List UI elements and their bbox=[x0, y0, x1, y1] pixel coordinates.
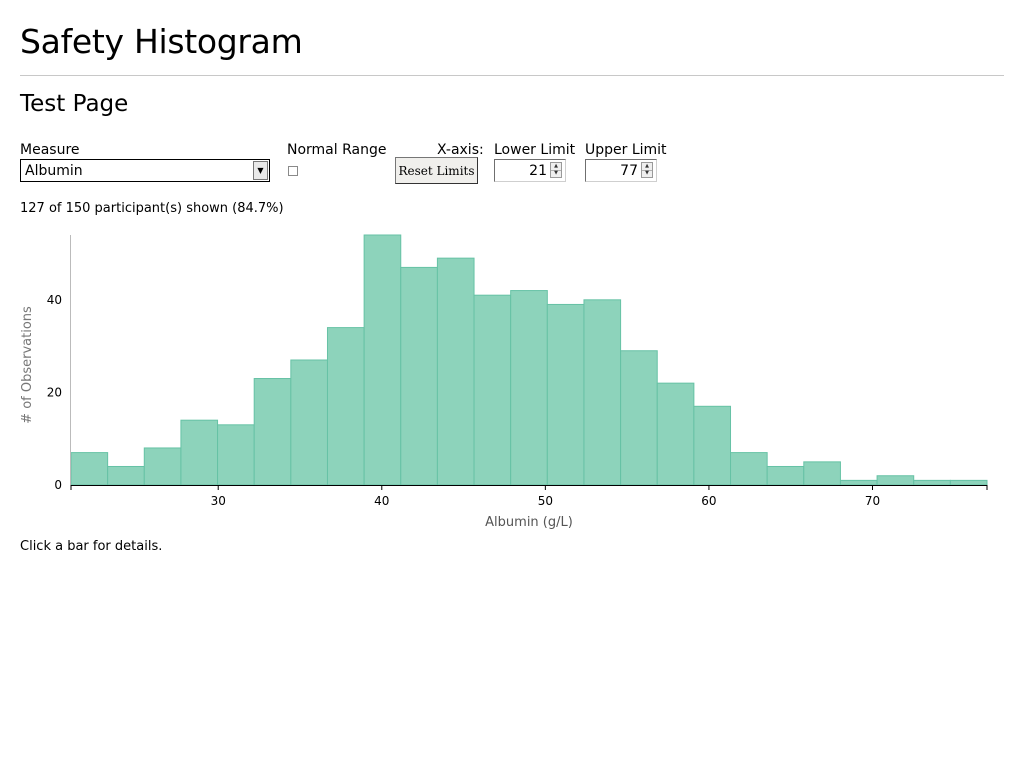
histogram-bar[interactable] bbox=[949, 479, 988, 486]
x-tick-label: 60 bbox=[701, 494, 716, 508]
header-divider bbox=[20, 75, 1004, 76]
measure-select[interactable]: Albumin ▼ bbox=[20, 159, 270, 182]
histogram-bar[interactable] bbox=[143, 447, 182, 486]
normal-range-checkbox[interactable] bbox=[288, 166, 298, 176]
histogram-bar[interactable] bbox=[363, 234, 402, 486]
stepper-down-icon[interactable]: ▼ bbox=[554, 170, 558, 176]
histogram-bar[interactable] bbox=[510, 290, 548, 486]
xaxis-label: X-axis: bbox=[437, 142, 484, 158]
histogram-chart: 30 40 50 60 70 0 20 40 Albumin (g/L) # of Observa… bbox=[20, 234, 988, 530]
histogram-bar[interactable] bbox=[473, 294, 512, 486]
upper-limit-value: 77 bbox=[620, 163, 638, 179]
histogram-bar[interactable] bbox=[400, 266, 438, 486]
histogram-bar[interactable] bbox=[620, 350, 658, 486]
x-tick-label: 30 bbox=[211, 494, 226, 508]
lower-limit-stepper[interactable]: ▲ ▼ bbox=[550, 162, 562, 178]
histogram-bar[interactable] bbox=[730, 452, 768, 486]
stepper-down-icon[interactable]: ▼ bbox=[645, 170, 649, 176]
chart-hint: Click a bar for details. bbox=[20, 539, 163, 554]
y-tick-label: 40 bbox=[47, 293, 62, 307]
histogram-bar[interactable] bbox=[326, 327, 365, 486]
histogram-bar[interactable] bbox=[583, 299, 622, 486]
lower-limit-input[interactable]: 21 ▲ ▼ bbox=[494, 159, 566, 182]
lower-limit-label: Lower Limit bbox=[494, 142, 576, 158]
y-tick-label: 0 bbox=[54, 478, 62, 492]
histogram-bar[interactable] bbox=[766, 465, 805, 486]
x-tick-label: 70 bbox=[865, 494, 880, 508]
histogram-bar[interactable] bbox=[876, 475, 915, 486]
histogram-bar[interactable] bbox=[693, 405, 732, 486]
x-tick-label: 40 bbox=[374, 494, 389, 508]
participant-count: 127 of 150 participant(s) shown (84.7%) bbox=[20, 201, 284, 216]
histogram-bar[interactable] bbox=[913, 479, 951, 486]
chevron-down-icon[interactable]: ▼ bbox=[253, 161, 268, 180]
upper-limit-input[interactable]: 77 ▲ ▼ bbox=[585, 159, 657, 182]
normal-range-label: Normal Range bbox=[287, 142, 387, 158]
y-axis-label: # of Observations bbox=[20, 306, 35, 424]
histogram-bar[interactable] bbox=[656, 382, 695, 486]
histogram-bar[interactable] bbox=[839, 479, 878, 486]
histogram-bar[interactable] bbox=[107, 465, 145, 486]
stepper-up-icon[interactable]: ▲ bbox=[642, 163, 652, 171]
histogram-bar[interactable] bbox=[803, 461, 841, 486]
stepper-up-icon[interactable]: ▲ bbox=[551, 163, 561, 171]
page-title: Safety Histogram bbox=[20, 22, 303, 61]
histogram-bar[interactable] bbox=[546, 303, 585, 486]
histogram-bar[interactable] bbox=[253, 378, 292, 486]
reset-limits-button[interactable]: Reset Limits bbox=[395, 157, 478, 184]
upper-limit-label: Upper Limit bbox=[585, 142, 667, 158]
measure-select-value: Albumin bbox=[25, 163, 83, 179]
histogram-bar[interactable] bbox=[180, 419, 219, 486]
x-tick-label: 50 bbox=[538, 494, 553, 508]
lower-limit-value: 21 bbox=[529, 163, 547, 179]
histogram-bar[interactable] bbox=[436, 257, 475, 486]
page-subtitle: Test Page bbox=[20, 91, 129, 117]
x-axis-label: Albumin (g/L) bbox=[485, 515, 573, 530]
y-tick-label: 20 bbox=[47, 385, 62, 399]
histogram-bar[interactable] bbox=[217, 424, 255, 486]
upper-limit-stepper[interactable]: ▲ ▼ bbox=[641, 162, 653, 178]
measure-label: Measure bbox=[20, 142, 80, 158]
histogram-bar[interactable] bbox=[290, 359, 328, 486]
histogram-bar[interactable] bbox=[70, 452, 109, 486]
